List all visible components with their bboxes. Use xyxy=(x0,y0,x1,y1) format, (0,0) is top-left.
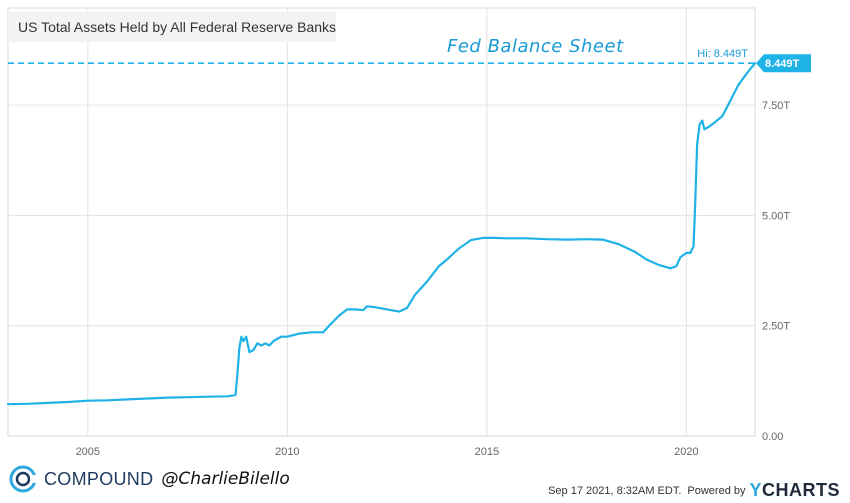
chart-annotation: Fed Balance Sheet xyxy=(447,36,624,57)
last-value-badge xyxy=(756,54,811,73)
plot-frame xyxy=(7,7,756,437)
last-value-label: 8.449T xyxy=(765,58,800,70)
high-label: Hi: 8.449T xyxy=(697,48,748,60)
series-layer xyxy=(6,62,757,406)
x-tick-label: 2010 xyxy=(275,446,299,458)
y-tick-label: 5.00T xyxy=(762,210,790,222)
ycharts-logo-rest: CHARTS xyxy=(762,480,840,500)
y-tick-label: 2.50T xyxy=(762,321,790,333)
footer-credit: Sep 17 2021, 8:32AM EDT. Powered by YCHA… xyxy=(548,480,840,501)
chart-title-box: US Total Assets Held by All Federal Rese… xyxy=(8,12,336,42)
brand-name: COMPOUND xyxy=(44,468,154,489)
y-tick-label: 7.50T xyxy=(762,100,790,112)
ycharts-logo: YCHARTS xyxy=(749,480,840,501)
powered-by-label: Powered by xyxy=(687,484,746,497)
y-tick-label: 0.00 xyxy=(762,431,783,443)
chart-title: US Total Assets Held by All Federal Rese… xyxy=(18,19,337,35)
x-tick-label: 2005 xyxy=(76,446,100,458)
y-axis: 0.00 2.50T 5.00T 7.50T xyxy=(762,100,790,443)
x-axis: 2005 2010 2015 2020 xyxy=(76,446,699,458)
x-tick-label: 2020 xyxy=(674,446,698,458)
ycharts-logo-y: Y xyxy=(749,480,762,500)
timestamp: Sep 17 2021, 8:32AM EDT. xyxy=(548,484,682,497)
high-marker: Hi: 8.449T 8.449T xyxy=(8,48,811,73)
series-line xyxy=(6,62,757,406)
footer-brand: COMPOUND @CharlieBilello xyxy=(8,462,290,496)
brand-handle: @CharlieBilello xyxy=(161,469,290,489)
grid-layer xyxy=(8,8,755,436)
x-tick-label: 2015 xyxy=(475,446,499,458)
compound-logo-icon xyxy=(9,465,38,493)
